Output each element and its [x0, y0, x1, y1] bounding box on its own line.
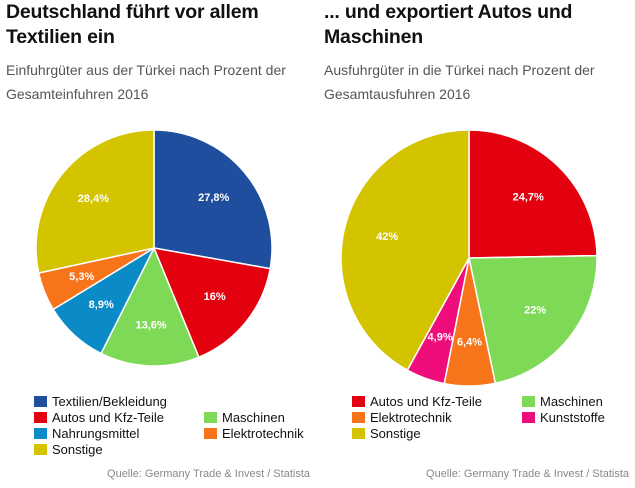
chart-panel-imports: Deutschland führt vor allem Textilien ei… [6, 1, 314, 480]
legend-item-autos-und-kfz-teile: Autos und Kfz-Teile [352, 394, 482, 410]
legend-label: Elektrotechnik [222, 426, 304, 441]
legend-item-maschinen: Maschinen [204, 410, 285, 426]
legend-swatch [352, 396, 365, 407]
legend-row: Nahrungsmittel Elektrotechnik [34, 426, 314, 442]
legend-row: Autos und Kfz-Teile Maschinen [34, 410, 314, 426]
pie-slice-sonstige [340, 129, 470, 371]
legend-item-elektrotechnik: Elektrotechnik [204, 426, 304, 442]
chart-title: ... und exportiert Autos und Maschinen [324, 1, 573, 48]
legend-label: Autos und Kfz-Teile [52, 410, 165, 425]
legend-item-elektrotechnik: Elektrotechnik [352, 410, 452, 426]
pie-slice-autos-und-kfz-teile [468, 129, 598, 259]
legend-row: Sonstige [34, 442, 314, 458]
legend-item-autos-und-kfz-teile: Autos und Kfz-Teile [34, 410, 164, 426]
legend-row: Sonstige [352, 426, 632, 442]
legend-item-kunststoffe: Kunststoffe [522, 410, 605, 426]
legend-label: Maschinen [222, 410, 285, 425]
legend-swatch [34, 396, 47, 407]
pie-slice-maschinen [468, 254, 598, 385]
chart-title: Deutschland führt vor allem Textilien ei… [6, 1, 259, 48]
legend-swatch [204, 412, 217, 423]
legend-item-textilien-bekleidung: Textilien/Bekleidung [34, 394, 167, 410]
legend-item-sonstige: Sonstige [34, 442, 103, 458]
pie-slice-sonstige [35, 129, 155, 274]
pie-chart-exports: 24,7% 22% 6,4% 4,9% 42% [340, 129, 598, 387]
pie-slice-maschinen [100, 247, 200, 367]
legend-label: Maschinen [540, 394, 603, 409]
chart-panel-exports: ... und exportiert Autos und Maschinen A… [318, 0, 635, 488]
slice-label-kunststoffe: 4,9% [428, 331, 453, 343]
legend-label: Nahrungsmittel [52, 426, 140, 441]
legend-swatch [34, 428, 47, 439]
chart-subtitle: Einfuhrgüter aus der Türkei nach Prozent… [6, 62, 286, 102]
slice-label-maschinen: 13,6% [135, 320, 166, 332]
legend-swatch [204, 428, 217, 439]
legend-swatch [34, 444, 47, 455]
slice-label-nahrungsmittel: 8,9% [89, 299, 114, 311]
legend-label: Elektrotechnik [370, 410, 452, 425]
legend-label: Autos und Kfz-Teile [370, 394, 483, 409]
legend-label: Sonstige [370, 426, 421, 441]
slice-label-elektrotechnik: 5,3% [69, 271, 94, 283]
legend-label: Sonstige [52, 442, 103, 457]
legend-label: Textilien/Bekleidung [52, 394, 167, 409]
legend-item-sonstige: Sonstige [352, 426, 421, 442]
pie-slice-textilien-bekleidung [153, 129, 273, 270]
chart-legend: Autos und Kfz-Teile Maschinen Elektrotechn… [352, 394, 632, 442]
chart-subtitle: Ausfuhrgüter in die Türkei nach Prozent … [324, 62, 595, 102]
legend-row: Textilien/Bekleidung [34, 394, 314, 410]
legend-swatch [34, 412, 47, 423]
slice-label-textilien-bekleidung: 27,8% [198, 192, 229, 204]
legend-item-nahrungsmittel: Nahrungsmittel [34, 426, 139, 442]
legend-swatch [522, 412, 535, 423]
legend-row: Autos und Kfz-Teile Maschinen [352, 394, 632, 410]
legend-row: Elektrotechnik Kunststoffe [352, 410, 632, 426]
legend-swatch [352, 412, 365, 423]
legend-item-maschinen: Maschinen [522, 394, 603, 410]
slice-label-elektrotechnik: 6,4% [457, 336, 482, 348]
pie-chart-imports: 27,8% 16% 13,6% 8,9% 5,3% 28,4% [35, 129, 273, 367]
legend-swatch [522, 396, 535, 407]
source-note: Quelle: Germany Trade & Invest / Statist… [426, 468, 629, 480]
pie-slice-autos-und-kfz-teile [153, 247, 271, 358]
chart-legend: Textilien/Bekleidung Autos und Kfz-Teile M… [34, 394, 314, 458]
slice-label-sonstige: 28,4% [78, 193, 109, 205]
slice-label-maschinen: 22% [524, 305, 546, 317]
slice-label-autos-und-kfz-teile: 16% [204, 291, 226, 303]
legend-swatch [352, 428, 365, 439]
legend-label: Kunststoffe [540, 410, 605, 425]
slice-label-sonstige: 42% [376, 231, 398, 243]
slice-label-autos-und-kfz-teile: 24,7% [513, 192, 544, 204]
source-note: Quelle: Germany Trade & Invest / Statist… [107, 468, 310, 480]
